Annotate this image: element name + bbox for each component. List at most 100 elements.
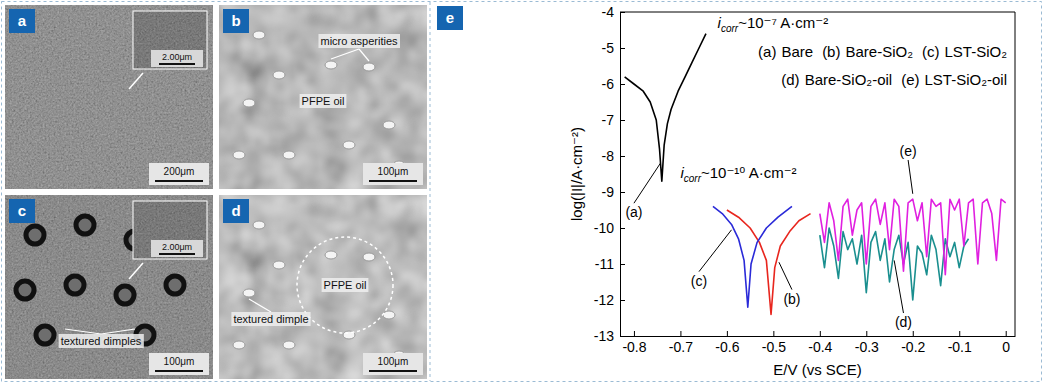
scale-label: 100μm xyxy=(164,356,195,367)
y-tick: -9 xyxy=(602,184,625,200)
polarization-curve xyxy=(713,206,792,307)
legend-label: (b) xyxy=(822,43,840,60)
x-tick-mark xyxy=(680,331,681,336)
panel-letter: d xyxy=(231,202,240,219)
scale-bar xyxy=(155,370,203,372)
image-label: PFPE oil xyxy=(324,279,367,291)
x-tick-mark xyxy=(959,331,960,336)
x-tick: -0.2 xyxy=(901,331,925,355)
x-tick-mark xyxy=(773,331,774,336)
legend-entry: Bare xyxy=(781,43,813,60)
y-tick-mark xyxy=(620,84,625,85)
panel-letter-box xyxy=(9,9,35,33)
curve-label: (e) xyxy=(900,143,917,159)
surface-feature xyxy=(273,261,285,269)
y-tick: -8 xyxy=(602,148,625,164)
y-tick: -4 xyxy=(602,4,625,20)
scale-bar xyxy=(369,180,417,182)
surface-feature xyxy=(383,121,395,129)
panel-letter: c xyxy=(18,202,26,219)
x-tick: -0.4 xyxy=(808,331,832,355)
x-tick: -0.6 xyxy=(715,331,739,355)
y-tick-mark xyxy=(620,336,625,337)
scale-label: 200μm xyxy=(164,166,195,177)
curve-label: (a) xyxy=(625,204,642,220)
legend-entry: LST-SiO₂-oil xyxy=(924,71,1007,88)
scale-patch xyxy=(149,163,209,185)
image-label: micro asperities xyxy=(320,35,398,47)
y-tick: -5 xyxy=(602,40,625,56)
y-tick-label: -10 xyxy=(594,220,614,236)
figure: 2.00μm200μma100μmmicro asperitiesPFPE oi… xyxy=(0,0,1043,383)
annotation-part: corr xyxy=(684,173,702,184)
panel-letter: e xyxy=(446,9,454,26)
textured-dimple xyxy=(16,281,34,299)
image-surface xyxy=(5,195,213,379)
label-arrow xyxy=(65,329,101,334)
legend-label: (e) xyxy=(901,71,919,88)
legend-label: (d) xyxy=(781,71,799,88)
y-tick: -7 xyxy=(602,112,625,128)
scale-label: 100μm xyxy=(378,166,409,177)
x-axis-line xyxy=(621,336,1016,337)
image-panel: 100μm micro asperities PFPE oil xyxy=(219,5,427,189)
inset-scale-label: 2.00μm xyxy=(162,242,192,252)
y-axis: -4-5-6-7-8-9-10-11-12-13 xyxy=(594,4,625,344)
label-patch xyxy=(318,34,400,48)
y-tick-label: -7 xyxy=(602,112,615,128)
y-tick: -10 xyxy=(594,220,625,236)
textured-dimple xyxy=(76,216,94,234)
y-tick: -11 xyxy=(595,256,625,272)
surface-feature xyxy=(243,99,255,107)
image-label: textured dimples xyxy=(61,335,142,347)
y-tick-label: -4 xyxy=(602,4,615,20)
image-label: textured dimple xyxy=(233,313,308,325)
panel-letter-box xyxy=(223,9,249,33)
legend-entry: Bare-SiO₂ xyxy=(845,43,913,60)
x-tick: -0.5 xyxy=(762,331,786,355)
x-tick-label: -0.5 xyxy=(762,339,786,355)
leader-line xyxy=(908,160,913,194)
annotation: icorr~10⁻⁷ A·cm⁻² xyxy=(718,14,829,34)
image-label: PFPE oil xyxy=(302,95,345,107)
inset-scale-label: 2.00μm xyxy=(162,52,192,62)
inset-pointer xyxy=(129,73,143,89)
x-tick-mark xyxy=(913,331,914,336)
annotation-part: ~10⁻⁷ A·cm⁻² xyxy=(738,14,828,31)
textured-dimple xyxy=(66,276,84,294)
surface-feature xyxy=(343,141,355,149)
y-tick-label: -5 xyxy=(602,40,615,56)
y-tick-mark xyxy=(620,192,625,193)
label-arrow xyxy=(101,329,135,334)
x-tick-mark xyxy=(866,331,867,336)
leader-line xyxy=(634,163,660,203)
panel-letter-box xyxy=(9,199,35,223)
legend: (a)Bare(b)Bare-SiO₂(c)LST-SiO₂(d)Bare-Si… xyxy=(758,43,1007,88)
curve-label: (b) xyxy=(783,291,800,307)
inset-image xyxy=(133,201,207,259)
label-patch xyxy=(322,278,369,292)
scale-patch xyxy=(363,353,423,375)
legend-entry: Bare-SiO₂-oil xyxy=(805,71,893,88)
legend-entry: LST-SiO₂ xyxy=(944,43,1007,60)
x-tick: 0 xyxy=(1002,331,1010,355)
x-tick-label: -0.8 xyxy=(622,339,646,355)
surface-feature xyxy=(363,253,375,261)
textured-dimple xyxy=(166,276,184,294)
panel-letter: b xyxy=(231,12,240,29)
x-tick: -0.3 xyxy=(855,331,879,355)
plot-frame xyxy=(620,12,1015,13)
curve-label: (d) xyxy=(895,314,912,330)
leader-line xyxy=(894,260,903,313)
inset-scale-bar xyxy=(159,253,195,255)
label-patch xyxy=(59,334,144,348)
y-tick-label: -11 xyxy=(595,256,614,272)
surface-feature xyxy=(233,151,245,159)
x-tick-label: -0.3 xyxy=(855,339,879,355)
surface-feature xyxy=(325,251,337,259)
figure-border xyxy=(2,2,1042,382)
polarization-curve xyxy=(625,34,706,182)
annotation-part: corr xyxy=(721,23,739,34)
surface-feature xyxy=(283,341,295,349)
panel-letter-box xyxy=(223,199,249,223)
